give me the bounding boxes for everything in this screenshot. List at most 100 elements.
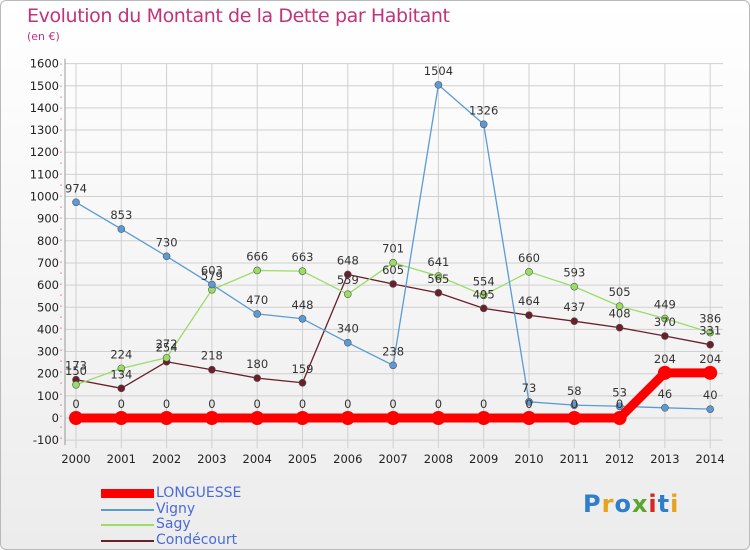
x-tick-label: 2002 [152,452,181,466]
data-point [706,340,715,349]
data-label: 0 [480,397,487,411]
data-point [525,311,533,320]
data-label: 1326 [469,103,498,117]
data-point [570,317,579,326]
data-point [208,365,216,374]
x-tick-label: 2013 [650,452,679,466]
data-label: 648 [337,253,359,267]
data-label: 663 [292,250,314,264]
x-tick-label: 2010 [514,452,543,466]
data-label: 73 [522,381,537,395]
data-label: 660 [518,251,540,265]
y-tick-label: 100 [37,389,59,403]
x-tick-label: 2004 [243,452,272,466]
y-tick-label: 700 [37,256,59,270]
data-label: 224 [110,347,132,361]
data-point [117,225,126,233]
data-label: 272 [156,337,178,351]
data-point [72,198,80,207]
y-tick-label: 800 [37,234,59,248]
data-label: 0 [435,397,442,411]
data-point [389,280,397,288]
data-label: 565 [427,272,449,286]
data-point [253,310,262,318]
data-point [567,411,582,425]
data-label: 408 [609,307,631,321]
data-label: 0 [208,397,215,411]
data-label: 180 [246,357,268,371]
data-point [431,411,446,425]
data-point [615,323,624,332]
data-label: 0 [525,397,532,411]
data-point [476,411,491,425]
y-tick-label: 300 [37,345,59,359]
data-point [386,411,401,425]
chart-title: Evolution du Montant de la Dette par Hab… [27,5,450,27]
data-point [208,280,216,289]
data-label: 0 [389,397,396,411]
data-label: 0 [163,397,170,411]
data-label: 554 [473,274,495,288]
data-label: 134 [110,367,132,381]
data-label: 0 [254,397,261,411]
data-point [525,398,533,406]
y-tick-label: -100 [33,433,59,447]
data-point [661,314,669,323]
data-point [703,365,718,380]
data-point [343,338,352,347]
data-label: 0 [344,397,351,411]
data-label: 495 [473,287,495,301]
data-point [570,401,579,409]
data-label: 470 [246,293,268,307]
data-label: 437 [563,300,585,314]
data-point [661,404,669,412]
legend-swatch [101,489,154,498]
y-tick-label: 200 [37,367,59,381]
data-label: 150 [65,364,87,378]
data-point [253,266,262,275]
y-tick-label: 600 [37,278,59,292]
data-label: 449 [654,298,676,312]
y-tick-label: 900 [37,212,59,226]
data-label: 559 [337,273,359,287]
data-point [479,291,488,300]
data-point [479,304,488,313]
x-tick-label: 2014 [696,452,725,466]
data-label: 331 [699,324,721,338]
x-tick-label: 2003 [197,452,226,466]
x-tick-label: 2005 [288,452,317,466]
data-point [340,411,355,425]
y-tick-label: 500 [37,300,59,314]
data-label: 204 [699,352,721,366]
data-point [204,411,219,425]
x-tick-label: 2008 [424,452,453,466]
y-tick-label: 1500 [30,79,59,93]
x-tick-label: 2006 [333,452,362,466]
y-tick-label: 1600 [30,57,59,71]
data-point [706,405,715,413]
data-point [162,353,171,362]
data-label: 386 [699,312,721,326]
data-point [114,411,129,425]
data-point [298,267,307,275]
legend-swatch [101,508,154,511]
data-label: 0 [571,397,578,411]
data-point [343,290,352,298]
proxiti-logo: Proxiti [583,490,680,518]
data-point [389,361,397,370]
x-tick-label: 2001 [107,452,136,466]
data-label: 58 [567,384,582,398]
legend-swatch [101,539,154,542]
x-tick-label: 2011 [560,452,589,466]
data-point [525,268,533,276]
data-label: 0 [72,397,79,411]
x-tick-label: 2000 [61,452,90,466]
data-label: 1504 [424,64,453,78]
x-tick-label: 2007 [378,452,407,466]
data-label: 603 [201,263,223,277]
data-point [612,411,627,425]
chart-subtitle: (en €) [27,30,60,43]
data-point [343,270,352,279]
data-label: 593 [563,266,585,280]
data-label: 505 [609,285,631,299]
